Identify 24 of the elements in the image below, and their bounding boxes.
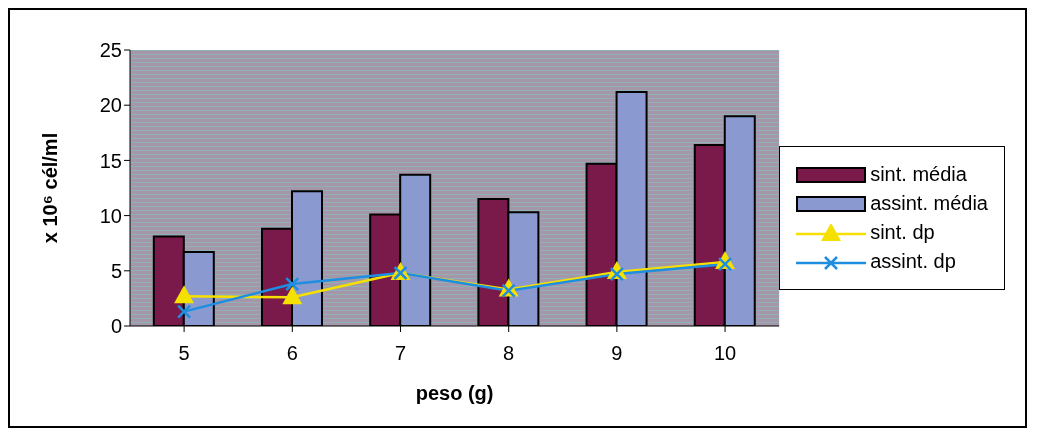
legend-label: sint. dp: [870, 221, 935, 244]
x-tick-label: 9: [611, 342, 623, 365]
y-tick-label: 5: [110, 259, 122, 282]
x-tick-label: 7: [394, 342, 407, 365]
y-tick-label: 15: [99, 149, 122, 172]
legend-label: sint. média: [870, 163, 967, 186]
legend-label: assint. média: [870, 192, 988, 215]
point: [285, 276, 300, 292]
y-axis-title: x 10⁶ cél/ml: [39, 132, 62, 244]
y-tick-label: 10: [99, 204, 122, 227]
y-tick-label: 20: [99, 94, 122, 117]
point: [174, 285, 195, 304]
x-tick-label: 10: [713, 342, 737, 365]
point: [609, 266, 625, 282]
x-tick-label: 6: [286, 342, 298, 365]
x-tick-label: 5: [178, 342, 190, 365]
legend-label: assint. dp: [870, 250, 956, 273]
x-axis-title: peso (g): [415, 382, 494, 404]
y-tick-label: 0: [110, 315, 122, 338]
point: [176, 304, 192, 319]
point: [282, 286, 303, 305]
y-tick-label: 25: [99, 39, 122, 62]
point: [717, 256, 733, 272]
x-tick-label: 8: [503, 342, 515, 365]
